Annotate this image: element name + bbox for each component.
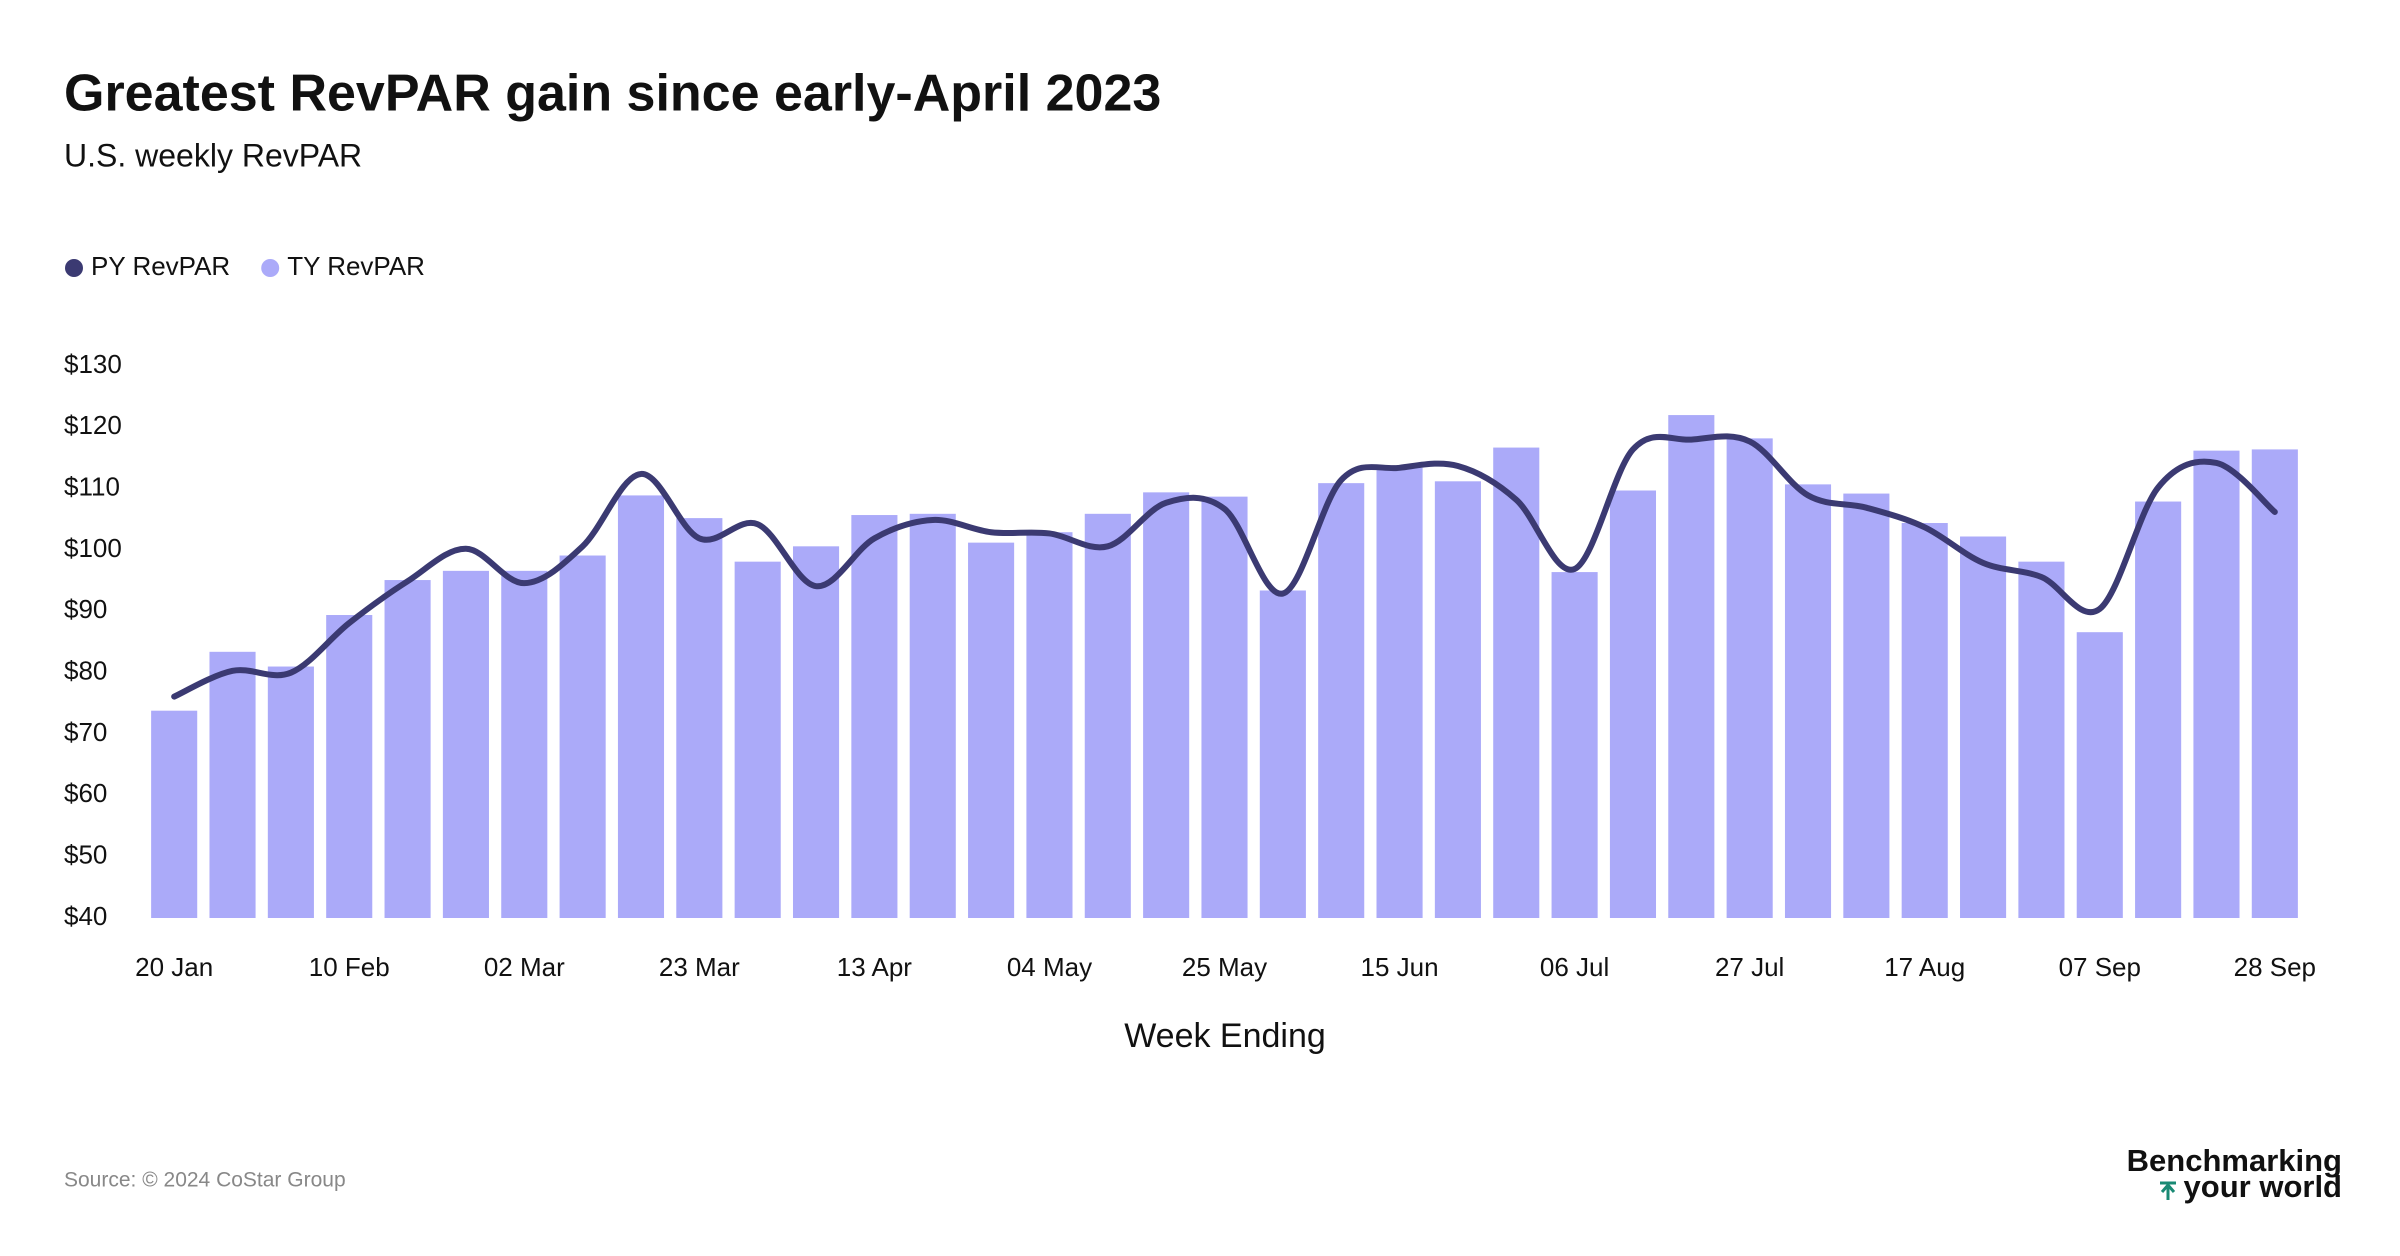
bar: [2018, 561, 2065, 918]
x-tick-label: 23 Mar: [659, 952, 740, 982]
y-tick-label: $130: [64, 349, 122, 379]
logo-icon: [2160, 1181, 2176, 1200]
y-tick-label: $50: [64, 840, 107, 870]
bar: [792, 546, 840, 918]
bar: [1784, 484, 1832, 918]
bar: [1026, 532, 1073, 918]
bar: [1960, 536, 2007, 918]
logo-line: your world: [2184, 1169, 2342, 1204]
bar: [734, 561, 781, 918]
y-tick-label: $120: [64, 410, 122, 440]
bar: [1084, 513, 1131, 918]
x-tick-label: 28 Sep: [2234, 952, 2316, 982]
x-tick-label: 27 Jul: [1715, 952, 1784, 982]
bar: [442, 570, 489, 918]
bar: [501, 570, 548, 918]
x-tick-label: 13 Apr: [837, 952, 913, 982]
line: [171, 433, 2278, 700]
bar: [1434, 481, 1481, 918]
bar: [151, 710, 198, 918]
bar: [909, 513, 956, 918]
x-tick-label: 04 May: [1007, 952, 1092, 982]
y-tick-label: $40: [64, 901, 107, 931]
bar: [1609, 490, 1657, 918]
bar: [2251, 449, 2298, 918]
bar: [1201, 496, 1248, 918]
chart-subtitle: U.S. weekly RevPAR: [64, 137, 362, 173]
legend-label: PY RevPAR: [91, 251, 230, 281]
x-tick-label: 25 May: [1182, 952, 1267, 982]
legend-marker: [261, 259, 280, 277]
x-tick-label: 10 Feb: [309, 952, 390, 982]
bar: [2193, 450, 2240, 918]
bar: [617, 495, 665, 918]
y-tick-label: $60: [64, 778, 107, 808]
y-tick-label: $70: [64, 717, 107, 747]
bar: [2135, 501, 2182, 918]
x-axis-title: Week Ending: [1124, 1017, 1326, 1055]
bar: [1259, 590, 1306, 918]
bar: [851, 515, 898, 918]
y-tick-label: $100: [64, 533, 122, 563]
x-tick-label: 02 Mar: [484, 952, 565, 982]
bar: [326, 615, 373, 918]
chart-title: Greatest RevPAR gain since early-April 2…: [64, 65, 1161, 123]
y-tick-label: $110: [64, 472, 120, 502]
bar: [1668, 415, 1715, 918]
bar: [559, 555, 606, 918]
bar: [1901, 523, 1948, 918]
bar: [968, 542, 1015, 918]
x-tick-label: 07 Sep: [2059, 952, 2141, 982]
bar: [1143, 492, 1190, 918]
x-tick-label: 20 Jan: [135, 952, 213, 982]
y-tick-label: $90: [64, 594, 107, 624]
y-tick-label: $80: [64, 656, 107, 686]
bar: [384, 580, 431, 918]
x-tick-label: 15 Jun: [1361, 952, 1439, 982]
bar: [1376, 467, 1423, 918]
bar: [1551, 572, 1598, 918]
bar: [267, 666, 314, 918]
x-tick-label: 17 Aug: [1884, 952, 1965, 982]
legend-label: TY RevPAR: [287, 251, 425, 281]
bar: [1843, 493, 1890, 918]
bar: [2076, 632, 2123, 918]
bar: [209, 651, 256, 918]
x-tick-label: 06 Jul: [1540, 952, 1609, 982]
bar: [1318, 483, 1365, 918]
bar: [676, 518, 723, 918]
logo-line: Benchmarking: [2127, 1143, 2342, 1178]
bar: [1726, 438, 1773, 918]
source-note: Source: © 2024 CoStar Group: [64, 1169, 346, 1192]
legend-marker: [65, 259, 83, 277]
